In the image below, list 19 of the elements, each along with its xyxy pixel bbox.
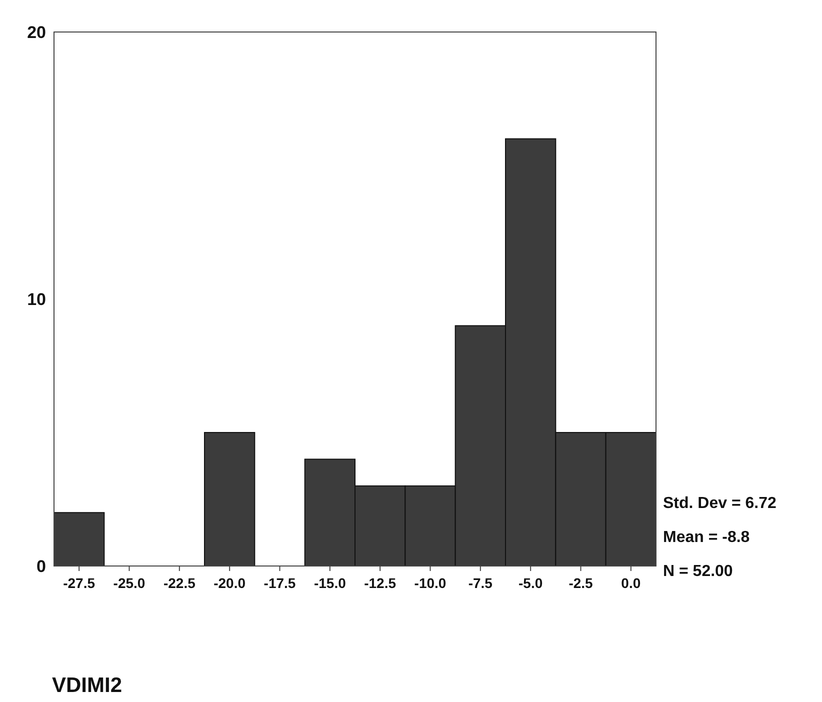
x-axis-title: VDIMI2 <box>52 674 122 697</box>
x-tick-label: -17.5 <box>264 575 296 591</box>
x-tick-label: -2.5 <box>568 575 594 591</box>
x-tick-label: -10.0 <box>414 575 446 591</box>
x-tick-label: -5.0 <box>518 575 543 591</box>
text: Mean = -8.8 <box>663 529 750 546</box>
x-tick-label: -27.5 <box>63 575 96 591</box>
x-tick-label: -25.0 <box>113 575 146 591</box>
y-tick-label: 20 <box>27 22 46 42</box>
x-tick-label: -22.5 <box>163 575 196 591</box>
y-tick-label: 0 <box>36 556 46 576</box>
x-tick-label: -12.5 <box>364 575 396 591</box>
y-tick-label: 10 <box>27 290 46 309</box>
text: N = 52.00 <box>663 563 733 580</box>
x-tick-label: -20.0 <box>214 575 246 591</box>
x-tick-label: -15.0 <box>314 575 346 591</box>
x-tick-label: -7.5 <box>468 575 493 591</box>
x-tick-label: 0.0 <box>621 575 641 591</box>
text: Std. Dev = 6.72 <box>663 495 776 512</box>
